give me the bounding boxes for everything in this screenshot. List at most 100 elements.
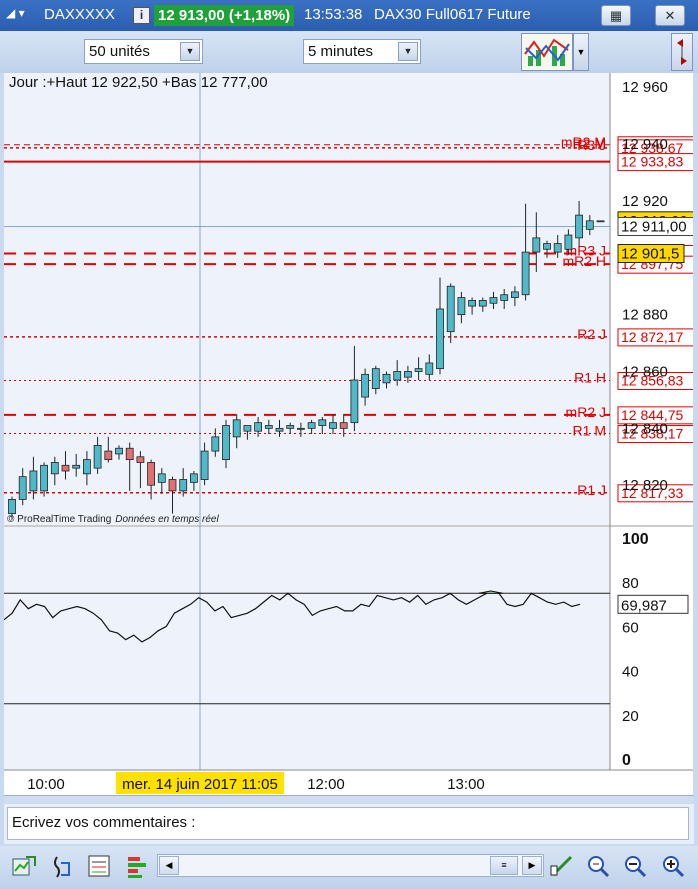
credit-note: Données en temps réel: [115, 514, 219, 525]
candle-body: [468, 300, 477, 307]
candle-body: [457, 297, 466, 316]
pivot-value-label: 12 856,83: [621, 373, 683, 389]
pivot-value-box: [617, 372, 694, 391]
info-icon[interactable]: i: [133, 7, 150, 24]
scroll-thumb[interactable]: ≡: [490, 856, 518, 875]
price-tick-label: 12 940: [622, 136, 668, 153]
candle-body: [307, 422, 316, 429]
pivot-level-label: R3 J: [577, 137, 606, 153]
candle-body: [72, 464, 81, 469]
scroll-right-icon[interactable]: ▶: [522, 856, 542, 875]
oscillator-tick-label: 80: [622, 575, 639, 592]
price-tick-label: 12 840: [622, 420, 668, 437]
close-icon[interactable]: ✕: [655, 5, 685, 26]
window-menu-icon[interactable]: ◢ ▾: [6, 6, 25, 20]
timeframe-select[interactable]: 5 minutes ▼: [303, 39, 421, 64]
pivot-value-label: 12 872,17: [621, 329, 683, 345]
candle-body: [200, 450, 209, 480]
candle-body: [510, 291, 519, 298]
chevron-down-icon[interactable]: ▼: [398, 42, 418, 61]
candle-body: [179, 479, 188, 492]
scroll-left-icon[interactable]: ◀: [159, 856, 179, 875]
candle-body: [211, 436, 220, 452]
oscillator-line: [4, 590, 581, 643]
candle-body: [382, 373, 391, 384]
candle-body: [543, 243, 551, 250]
drawing-tools-icon[interactable]: [49, 853, 75, 879]
candle-body: [115, 447, 123, 455]
credit-text: © ProRealTime Trading: [7, 514, 112, 525]
pivot-value-label: 12 938,67: [621, 140, 683, 156]
time-tick-label: 13:00: [447, 776, 485, 793]
candle-body: [446, 285, 455, 333]
time-scrollbar[interactable]: ◀ ≡ ▶: [157, 854, 544, 877]
pivot-level-label: mR3 J: [566, 243, 606, 259]
pivot-level-label: R1 J: [577, 482, 606, 498]
timeframe-value: 5 minutes: [308, 43, 374, 60]
units-select[interactable]: 50 unités ▼: [84, 39, 203, 64]
oscillator-value-label: 69,987: [621, 597, 667, 614]
zoom-fit-icon[interactable]: [585, 853, 611, 879]
candle-body: [361, 373, 370, 398]
candle-body: [286, 425, 295, 429]
candle-body: [575, 214, 583, 239]
price-tick-label: 12 920: [622, 193, 668, 210]
oscillator-pane-background: [4, 527, 610, 770]
title-bar: ◢ ▾ DAXXXXX i 12 913,00 (+1,18%) 13:53:3…: [0, 0, 698, 31]
candle-body: [125, 447, 134, 461]
pivot-value-label: 12 817,33: [621, 485, 683, 501]
price-tick-label: 12 880: [622, 307, 668, 324]
oscillator-tick-label: 20: [622, 708, 639, 725]
pivot-value-box: [617, 328, 694, 347]
price-tick-label: 12 960: [622, 79, 668, 96]
cursor-date-box: [116, 772, 284, 794]
pivot-value-label: 12 844,75: [621, 407, 683, 423]
candle-body: [436, 308, 444, 370]
candle-body: [243, 425, 252, 432]
chevron-down-icon[interactable]: ▼: [573, 33, 589, 71]
pivot-level-label: mR2 J: [566, 404, 606, 420]
candle-body: [532, 237, 541, 253]
pivot-value-box: [617, 484, 694, 503]
price-tick-label: 12 820: [622, 477, 668, 494]
pivot-level-label: R1 M: [573, 423, 606, 439]
candle-body: [136, 456, 145, 463]
pivot-level-label: R2 J: [577, 326, 606, 342]
candle-body: [585, 220, 594, 230]
candle-body: [147, 462, 156, 486]
candle-body: [553, 243, 562, 253]
candle-body: [40, 464, 48, 492]
zoom-in-icon[interactable]: [660, 853, 686, 879]
clock-time: 13:53:38: [304, 6, 363, 23]
candle-body: [489, 297, 498, 304]
price-tick-label: 12 860: [622, 363, 668, 380]
chart-indicator-icon[interactable]: [521, 33, 573, 71]
instrument-name[interactable]: DAXXXXX: [44, 6, 115, 23]
comment-input[interactable]: Ecrivez vos commentaires :: [7, 807, 689, 840]
candle-body: [350, 379, 359, 424]
candle-body: [414, 368, 423, 372]
candle-body: [318, 419, 327, 426]
order-book-icon[interactable]: [86, 853, 112, 879]
pivot-value-label: 12 838,17: [621, 426, 683, 442]
zoom-out-icon[interactable]: [622, 853, 648, 879]
candle-body: [521, 251, 530, 296]
candle-body: [275, 427, 284, 432]
oscillator-tick-label: 0: [622, 752, 631, 769]
candle-body: [296, 427, 305, 430]
grid-icon[interactable]: ▦: [601, 5, 631, 26]
volume-profile-icon[interactable]: [124, 853, 150, 879]
candle-body: [157, 473, 166, 483]
expand-icon[interactable]: [671, 33, 693, 71]
candle-body: [478, 300, 487, 307]
chevron-down-icon[interactable]: ▼: [180, 42, 200, 61]
draw-line-icon[interactable]: [549, 853, 575, 879]
export-chart-icon[interactable]: [11, 853, 37, 879]
pivot-level-label: mR2 H: [562, 253, 606, 269]
pane-splitter[interactable]: [4, 795, 694, 804]
candle-body: [83, 459, 91, 475]
price-change-badge: 12 913,00 (+1,18%): [154, 5, 295, 26]
instrument-description: DAX30 Full0617 Future: [374, 6, 531, 23]
candle-body: [232, 419, 241, 438]
